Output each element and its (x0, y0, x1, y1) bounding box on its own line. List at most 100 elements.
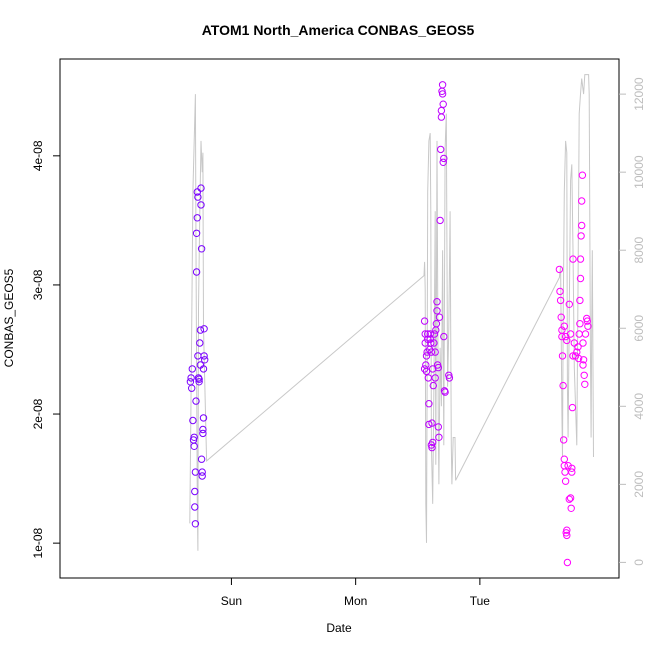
data-point (568, 468, 576, 476)
altitude-polyline (189, 74, 594, 551)
data-point (556, 296, 565, 305)
data-point (200, 325, 208, 333)
right-y-tick-label: 12000 (632, 77, 646, 111)
data-point (435, 433, 443, 441)
data-point (426, 335, 434, 343)
data-points (186, 81, 592, 567)
plot-frame (59, 58, 620, 579)
data-point (190, 442, 198, 450)
data-point (561, 468, 569, 476)
right-y-tick-label: 4000 (632, 393, 646, 420)
data-point (423, 348, 431, 356)
data-point (428, 419, 436, 427)
data-point (433, 307, 441, 315)
data-point (439, 100, 447, 108)
data-point (561, 332, 570, 341)
data-point (199, 429, 207, 438)
y-axis-label: CONBAS_GEOS5 (2, 268, 16, 367)
data-point (574, 343, 582, 351)
data-point (197, 201, 205, 209)
data-point (435, 313, 444, 321)
right-y-tick-label: 2000 (632, 471, 646, 498)
right-y-tick-label: 8000 (632, 237, 646, 264)
right-y-tick-label: 10000 (632, 155, 646, 189)
data-point (428, 443, 436, 452)
data-point (439, 158, 447, 167)
data-point (575, 330, 583, 338)
right-y-tick-label: 0 (632, 559, 646, 566)
right-y-axis: 0 2000 4000 6000 8000 10000 12000 (619, 77, 646, 566)
x-axis: Sun Mon Tue (221, 578, 491, 608)
data-point (189, 416, 197, 425)
data-point (577, 232, 585, 240)
data-point (579, 339, 587, 347)
data-point (190, 433, 198, 441)
data-point (432, 320, 441, 328)
data-point (192, 397, 200, 405)
data-point (581, 380, 589, 388)
data-point (574, 354, 583, 363)
data-point (558, 326, 566, 334)
data-point (437, 106, 446, 115)
data-point (576, 320, 584, 328)
data-point (200, 352, 208, 360)
data-point (194, 193, 202, 201)
data-point (561, 477, 570, 485)
data-point (560, 322, 568, 330)
data-point (426, 330, 434, 338)
data-point (427, 339, 435, 347)
data-point (192, 229, 201, 238)
chart-title: ATOM1 North_America CONBAS_GEOS5 (202, 22, 475, 38)
data-point (559, 381, 567, 390)
data-point (578, 171, 587, 179)
x-axis-label: Date (326, 621, 352, 635)
data-point (440, 332, 448, 341)
x-tick-label: Tue (470, 594, 491, 608)
y-tick-label: 2e-08 (31, 398, 45, 429)
data-point (198, 472, 206, 480)
data-point (431, 374, 439, 382)
data-point (431, 348, 439, 356)
data-point (570, 339, 578, 347)
data-point (441, 388, 449, 396)
data-point (563, 531, 571, 540)
data-point (576, 274, 585, 283)
data-point (445, 374, 454, 382)
y-axis: 1e-08 2e-08 3e-08 4e-08 (31, 140, 60, 558)
data-point (437, 145, 445, 154)
data-point (201, 356, 209, 364)
data-point (568, 403, 577, 412)
data-point (191, 503, 199, 511)
data-point (576, 296, 584, 305)
data-point (564, 462, 572, 470)
data-point (568, 464, 576, 472)
data-point (567, 504, 575, 512)
data-point (579, 356, 588, 364)
data-point (569, 255, 577, 263)
data-point (579, 361, 587, 369)
data-point (196, 339, 204, 347)
data-point (578, 197, 586, 205)
data-point (429, 365, 437, 373)
data-point (199, 414, 208, 422)
y-tick-label: 1e-08 (31, 527, 45, 558)
data-point (560, 455, 568, 463)
data-point (193, 214, 202, 222)
data-point (578, 221, 586, 230)
data-point (584, 322, 592, 330)
data-point (440, 154, 448, 163)
data-point (199, 365, 208, 373)
data-point (555, 265, 564, 274)
data-point (198, 468, 206, 476)
data-point (438, 81, 447, 89)
data-point (557, 313, 565, 321)
data-point (188, 384, 196, 392)
right-y-tick-label: 6000 (632, 315, 646, 342)
data-point (437, 113, 446, 121)
data-point (421, 339, 429, 347)
data-point (434, 363, 442, 372)
data-point (581, 330, 590, 338)
data-point (563, 558, 572, 567)
data-point (187, 374, 195, 382)
data-point (434, 423, 442, 431)
